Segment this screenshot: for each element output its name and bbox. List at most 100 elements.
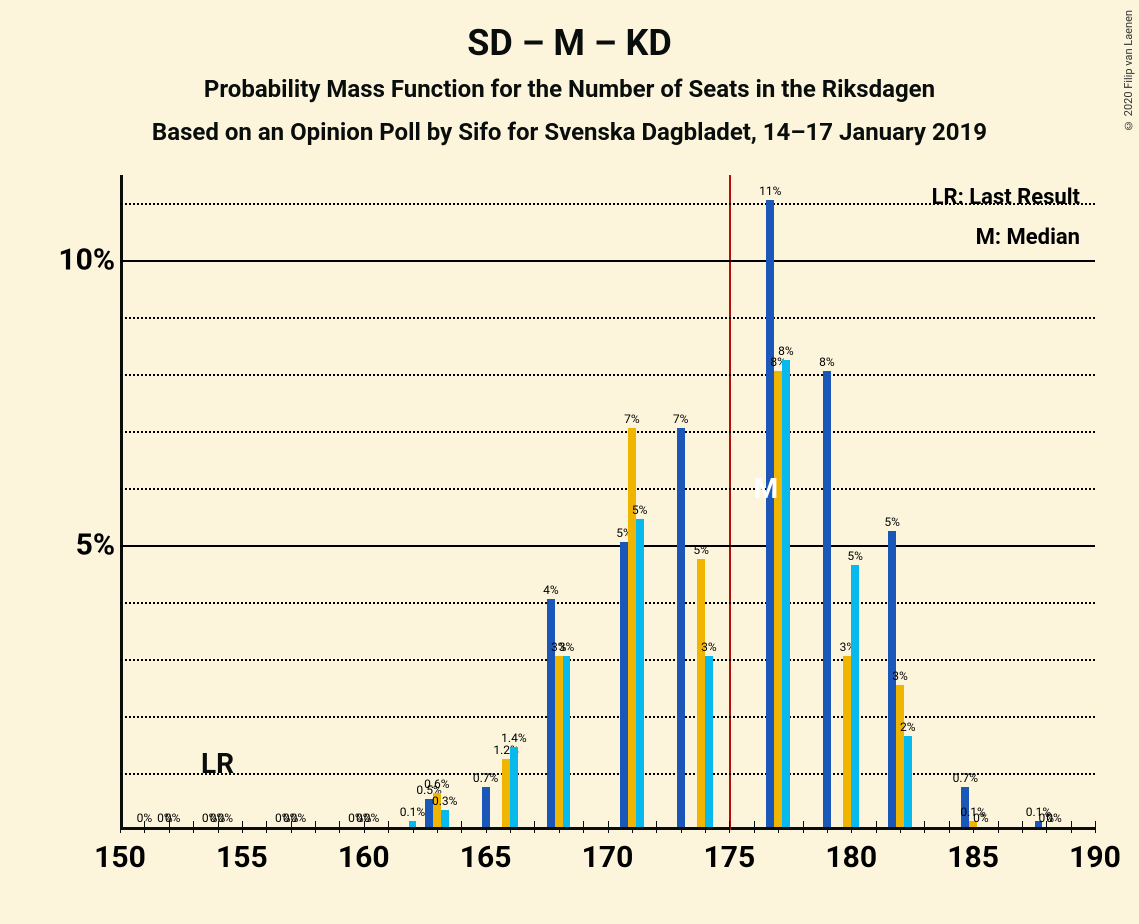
gridline-minor	[120, 317, 1095, 319]
x-tick	[534, 821, 535, 833]
bar-amber	[628, 428, 636, 827]
x-tick	[266, 821, 267, 833]
bar-blue	[482, 787, 490, 827]
x-tick	[876, 821, 877, 833]
x-tick-label: 175	[704, 840, 756, 875]
gridline-minor	[120, 488, 1095, 490]
x-tick	[608, 821, 609, 833]
bar-label: 8%	[819, 355, 835, 369]
bar-amber	[843, 656, 851, 827]
gridline-minor	[120, 374, 1095, 376]
x-tick	[1071, 821, 1072, 833]
bar-label: 0.3%	[432, 794, 457, 808]
bar-amber	[896, 685, 904, 827]
x-tick	[656, 821, 657, 833]
x-tick	[998, 821, 999, 833]
x-tick	[388, 821, 389, 833]
bar-label: 0%	[1046, 811, 1062, 825]
gridline-minor	[120, 602, 1095, 604]
bar-label: 0.1%	[400, 805, 425, 819]
x-tick	[754, 821, 755, 833]
legend-lr: LR: Last Result	[932, 185, 1080, 210]
gridline-minor	[120, 716, 1095, 718]
bar-label: 0%	[291, 811, 307, 825]
x-tick	[193, 821, 194, 833]
bar-label: 1.4%	[501, 731, 526, 745]
bar-label: 4%	[543, 583, 559, 597]
bar-label: 0%	[165, 811, 181, 825]
bar-label: 0.7%	[473, 771, 498, 785]
x-tick	[242, 821, 243, 833]
bar-label: 5%	[884, 515, 900, 529]
x-tick-label: 155	[216, 840, 268, 875]
bar-blue	[677, 428, 685, 827]
x-tick-label: 190	[1069, 840, 1121, 875]
bar-cyan	[409, 821, 417, 827]
annotation-m: M	[754, 472, 779, 505]
bar-cyan	[904, 736, 912, 827]
chart-title: SD – M – KD	[0, 22, 1139, 64]
bar-cyan	[636, 519, 644, 827]
gridline-minor	[120, 203, 1095, 205]
bar-amber	[697, 559, 705, 827]
x-tick-label: 160	[338, 840, 390, 875]
y-tick-label: 5%	[50, 528, 115, 563]
bar-label: 7%	[673, 412, 689, 426]
x-tick	[461, 821, 462, 833]
copyright-label: © 2020 Filip van Laenen	[1122, 10, 1135, 132]
chart-subtitle-2: Based on an Opinion Poll by Sifo for Sve…	[0, 118, 1139, 146]
gridline-major	[120, 545, 1095, 547]
bar-label: 5%	[632, 503, 648, 517]
x-tick	[583, 821, 584, 833]
x-tick	[1095, 821, 1096, 833]
bar-label: 11%	[759, 184, 781, 198]
x-tick	[1022, 821, 1023, 833]
gridline-major	[120, 260, 1095, 262]
bar-cyan	[563, 656, 571, 827]
bar-blue	[823, 371, 831, 827]
x-tick-label: 170	[582, 840, 634, 875]
bar-label: 8%	[778, 344, 794, 358]
gridline-minor	[120, 431, 1095, 433]
bar-label: 3%	[701, 640, 717, 654]
bar-label: 5%	[693, 543, 709, 557]
legend-m: M: Median	[976, 225, 1080, 250]
x-tick	[729, 821, 730, 833]
y-tick-label: 10%	[50, 243, 115, 278]
bar-label: 0.6%	[424, 777, 449, 791]
chart-subtitle-1: Probability Mass Function for the Number…	[0, 75, 1139, 103]
bar-amber	[555, 656, 563, 827]
bar-cyan	[510, 747, 518, 827]
bar-label: 0%	[218, 811, 234, 825]
bar-label: 0%	[973, 811, 989, 825]
bar-label: 3%	[559, 640, 575, 654]
plot-area: LR: Last Result M: Median LR M 5%10%1501…	[120, 175, 1095, 830]
annotation-lr: LR	[201, 747, 234, 780]
bar-blue	[547, 599, 555, 827]
median-line	[729, 175, 731, 830]
bar-label: 0%	[137, 811, 153, 825]
y-axis-line	[120, 175, 123, 830]
bar-cyan	[782, 360, 790, 827]
x-tick	[803, 821, 804, 833]
x-tick	[339, 821, 340, 833]
x-tick-label: 185	[947, 840, 999, 875]
gridline-minor	[120, 659, 1095, 661]
x-tick	[949, 821, 950, 833]
gridline-minor	[120, 773, 1095, 775]
x-tick-label: 150	[94, 840, 146, 875]
bar-label: 3%	[892, 669, 908, 683]
x-tick	[924, 821, 925, 833]
x-tick	[120, 821, 121, 833]
bar-blue	[766, 200, 774, 827]
bar-cyan	[705, 656, 713, 827]
bar-amber	[774, 371, 782, 827]
bar-cyan	[441, 810, 449, 827]
bar-cyan	[851, 565, 859, 827]
bar-blue	[620, 542, 628, 827]
x-tick	[315, 821, 316, 833]
bar-label: 5%	[847, 549, 863, 563]
x-tick-label: 165	[460, 840, 512, 875]
bar-label: 0%	[364, 811, 380, 825]
bar-amber	[502, 759, 510, 827]
